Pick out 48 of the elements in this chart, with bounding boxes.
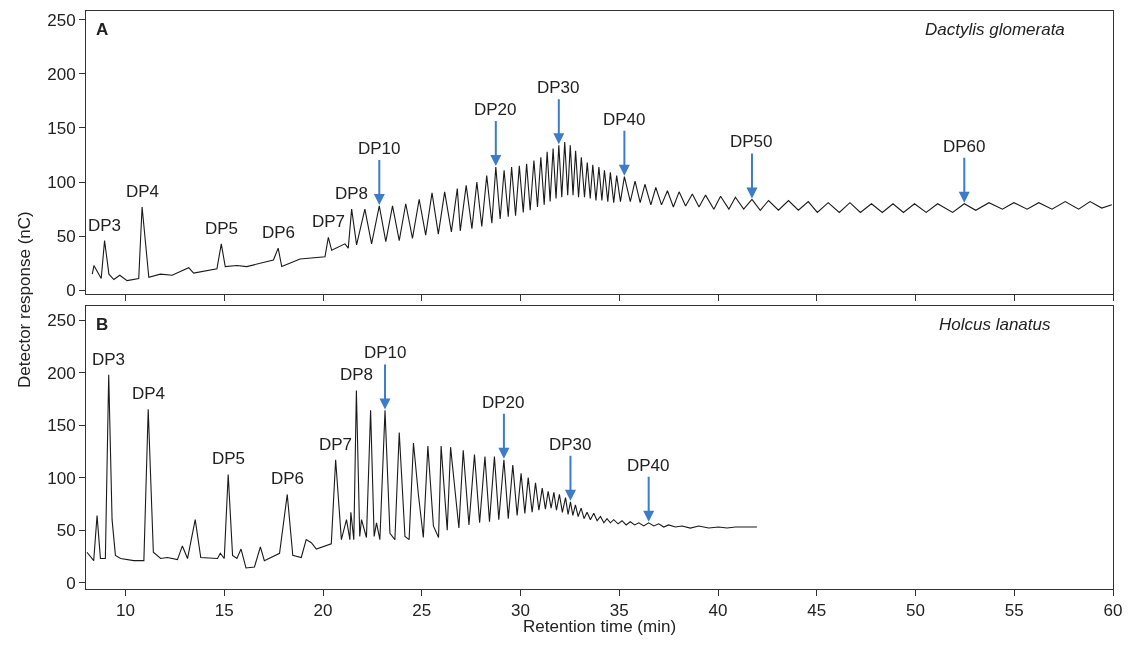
text: B	[96, 315, 109, 334]
y-tick-label: 150	[47, 416, 76, 436]
annotation: DP10	[364, 343, 407, 362]
x-tick-label: 50	[906, 601, 925, 621]
y-tick-label: 100	[47, 468, 76, 488]
annotation: DP4	[126, 182, 160, 201]
annotation: DP50	[730, 132, 773, 151]
x-tick-label: 45	[807, 601, 827, 621]
annotation: DP60	[943, 137, 986, 156]
text: Holcus lanatus	[939, 315, 1051, 334]
annotation: DP40	[603, 110, 646, 129]
annotation: DP6	[271, 469, 305, 488]
annotation: DP6	[262, 223, 296, 242]
text: A	[96, 20, 109, 39]
y-tick-label: 250	[47, 10, 76, 30]
y-tick-label: 200	[47, 64, 76, 84]
text: Dactylis glomerata	[925, 20, 1065, 39]
annotation: DP4	[132, 384, 166, 403]
y-tick-label: 50	[56, 227, 76, 247]
annotation: DP3	[88, 216, 122, 235]
annotation: DP40	[627, 456, 670, 475]
x-tick-label: 20	[313, 601, 333, 621]
y-tick-label: 150	[47, 118, 76, 138]
annotation: DP20	[482, 393, 525, 412]
y-tick-label: 0	[66, 281, 76, 301]
y-tick-label: 0	[66, 573, 76, 593]
x-tick-label: 40	[708, 601, 728, 621]
annotation: DP7	[312, 212, 346, 231]
y-tick-label: 50	[56, 521, 76, 541]
annotation: DP3	[92, 350, 126, 369]
x-tick-label: 60	[1103, 601, 1123, 621]
annotation: DP8	[340, 365, 374, 384]
x-tick-label: 55	[1004, 601, 1024, 621]
y-axis-title: Detector response (nC)	[15, 211, 34, 388]
annotation: DP30	[549, 435, 592, 454]
x-tick-label: 25	[412, 601, 432, 621]
annotation: DP8	[335, 184, 369, 203]
annotation: DP30	[537, 78, 580, 97]
x-tick-label: 10	[116, 601, 135, 621]
y-tick-label: 200	[47, 363, 76, 383]
annotation: DP5	[212, 449, 246, 468]
annotation: DP20	[474, 100, 517, 119]
annotation: DP10	[358, 139, 401, 158]
annotation: DP5	[205, 219, 239, 238]
annotation: DP7	[319, 435, 353, 454]
y-tick-label: 250	[47, 310, 76, 330]
x-tick-label: 15	[214, 601, 234, 621]
y-tick-label: 100	[47, 173, 76, 193]
